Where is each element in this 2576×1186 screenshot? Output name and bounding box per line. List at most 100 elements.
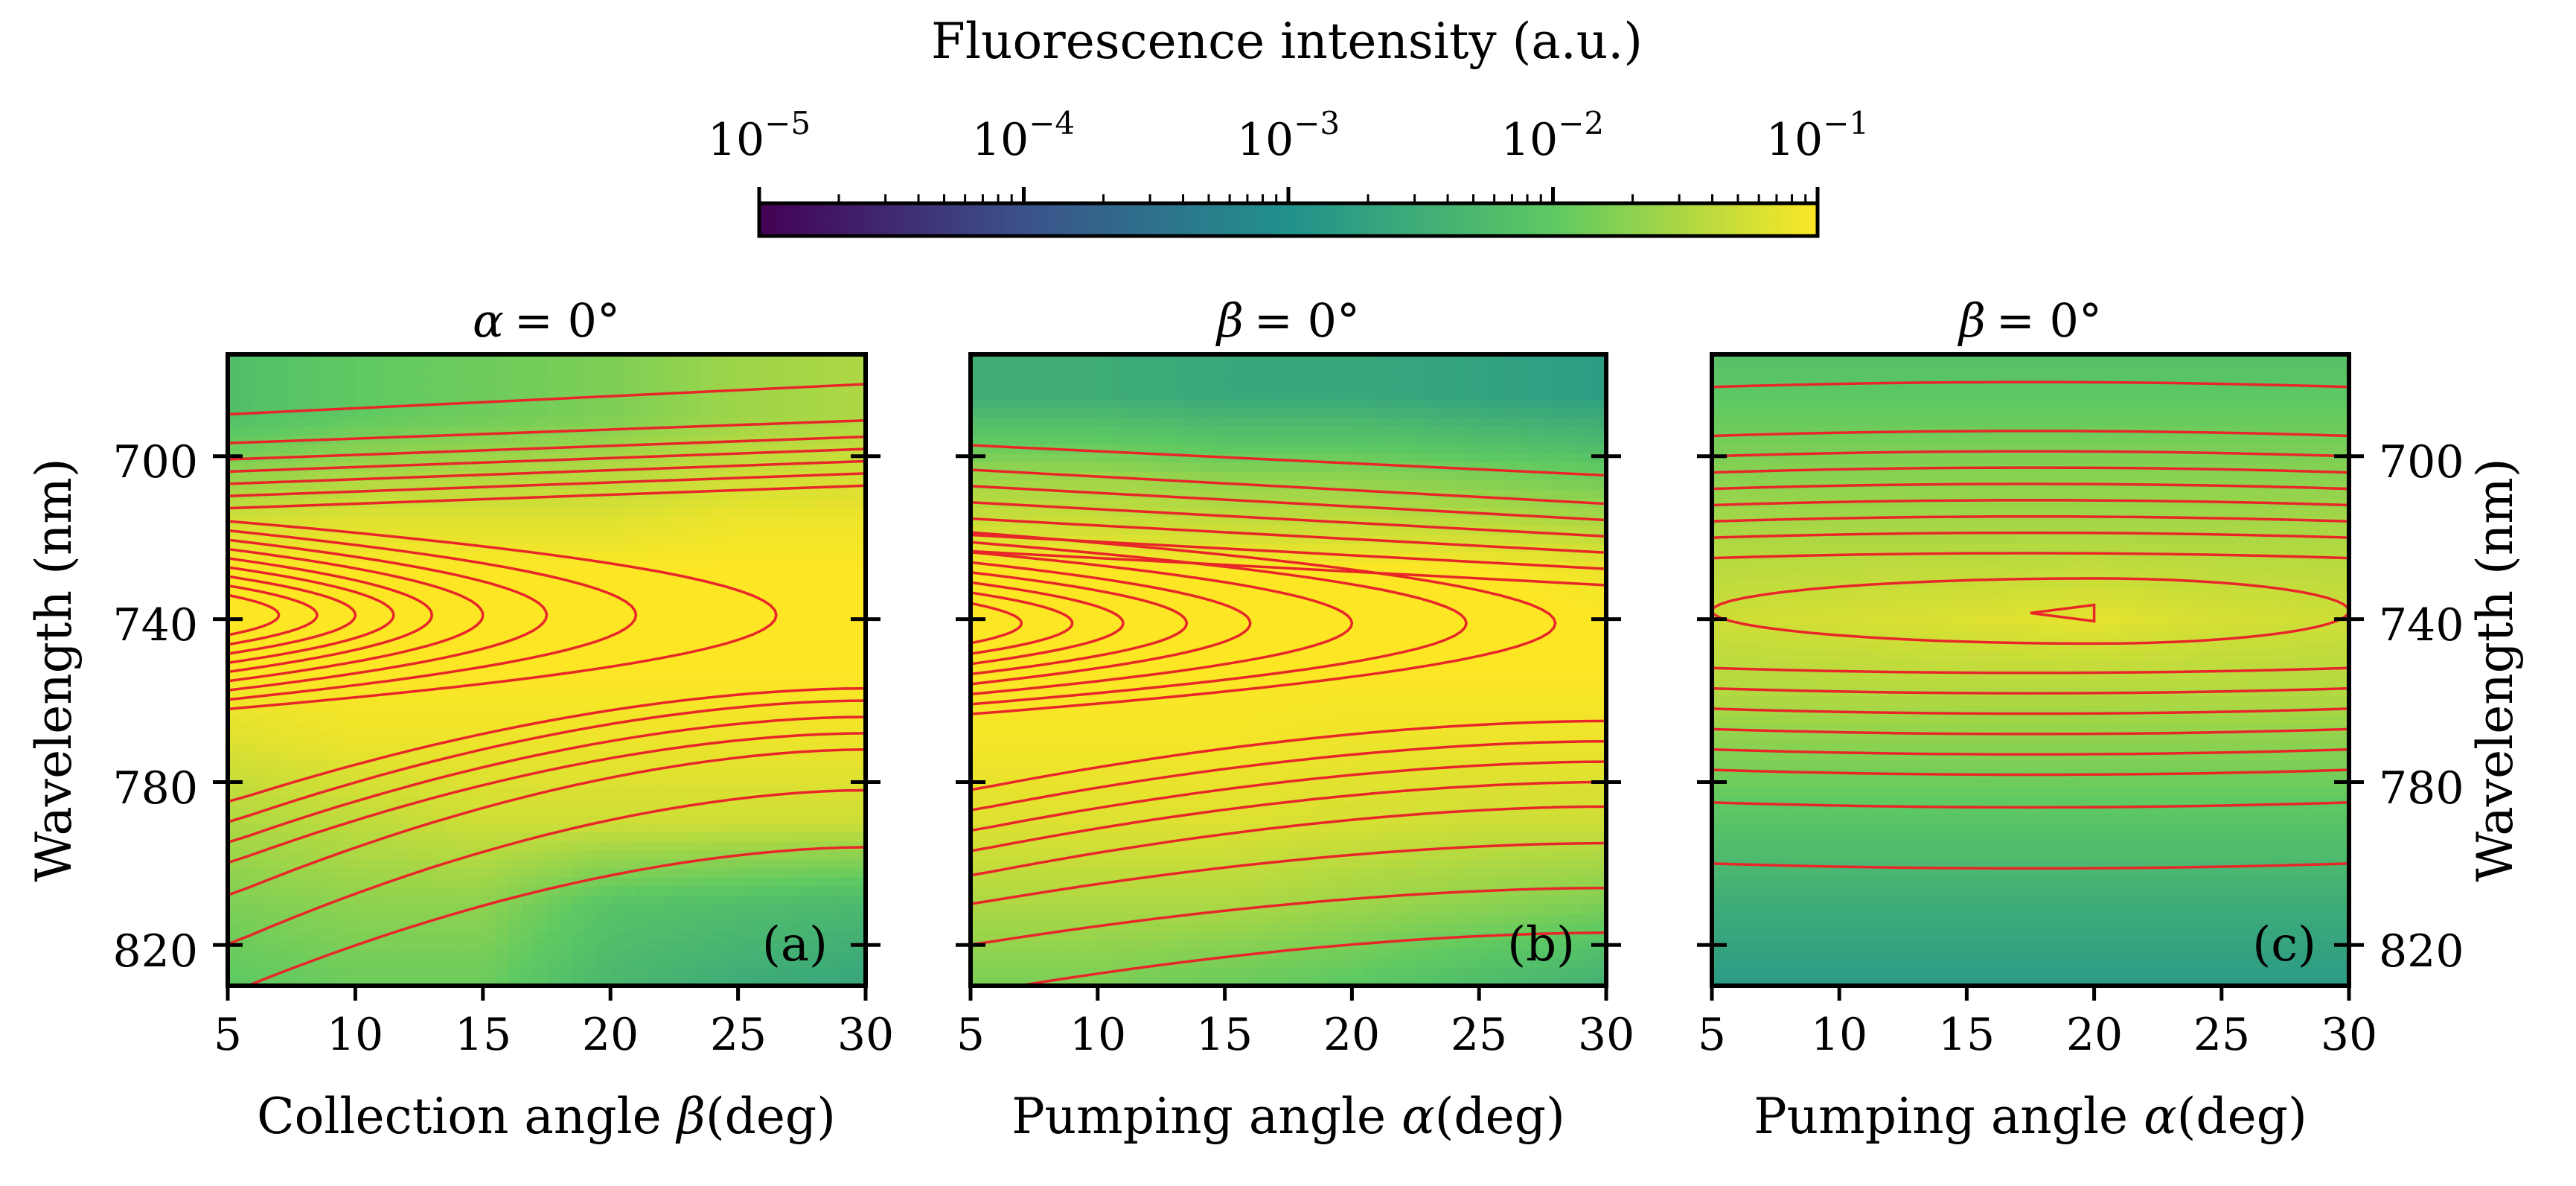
heatmap-cell	[546, 850, 560, 861]
heatmap-cell	[304, 751, 319, 762]
heatmap-cell	[584, 733, 599, 744]
heatmap-cell	[457, 517, 471, 527]
heatmap-cell	[661, 850, 676, 861]
contour-line	[228, 447, 866, 474]
heatmap-cell	[291, 399, 306, 409]
heatmap-cell	[482, 796, 497, 806]
heatmap-cell	[687, 670, 701, 680]
heatmap-cell	[776, 561, 790, 572]
heatmap-cell	[814, 489, 828, 500]
heatmap-cell	[814, 760, 828, 771]
heatmap-cell	[763, 498, 778, 509]
heatmap-cell	[852, 931, 866, 942]
heatmap-cell	[482, 976, 497, 986]
heatmap-cell	[1110, 859, 1125, 870]
heatmap-cell	[330, 354, 344, 365]
heatmap-cell	[559, 859, 573, 870]
heatmap-cell	[763, 598, 778, 608]
heatmap-cell	[996, 760, 1010, 771]
heatmap-cell	[457, 417, 471, 428]
heatmap-cell	[432, 949, 446, 960]
heatmap-cell	[1072, 877, 1086, 887]
heatmap-cell	[674, 841, 688, 852]
heatmap-cell	[330, 426, 344, 437]
heatmap-cell	[1110, 931, 1125, 942]
heatmap-cell	[1072, 715, 1086, 725]
heatmap-cell	[355, 823, 369, 834]
heatmap-cell	[1161, 724, 1175, 734]
heatmap-cell	[852, 814, 866, 825]
heatmap-cell	[266, 859, 280, 870]
heatmap-cell	[1212, 453, 1226, 464]
heatmap-cell	[495, 507, 510, 518]
heatmap-cell	[228, 922, 242, 933]
heatmap-cell	[266, 526, 280, 536]
heatmap-cell	[827, 651, 841, 663]
heatmap-cell	[623, 579, 637, 590]
heatmap-cell	[763, 507, 778, 518]
heatmap-cell	[1199, 922, 1213, 933]
heatmap-cell	[330, 859, 344, 870]
heatmap-cell	[1009, 489, 1023, 500]
heatmap-cell	[521, 363, 535, 374]
heatmap-cell	[470, 832, 484, 843]
heatmap-cell	[636, 526, 650, 536]
heatmap-cell	[971, 354, 985, 365]
heatmap-cell	[546, 931, 560, 942]
heatmap-cell	[1046, 715, 1061, 725]
heatmap-cell	[814, 552, 828, 563]
heatmap-cell	[750, 814, 765, 825]
heatmap-cell	[661, 498, 676, 509]
heatmap-cell	[1122, 354, 1137, 365]
heatmap-cell	[521, 931, 535, 942]
heatmap-cell	[278, 354, 293, 365]
heatmap-cell	[1199, 760, 1213, 771]
heatmap-cell	[802, 579, 816, 590]
heatmap-cell	[316, 363, 331, 374]
heatmap-cell	[712, 399, 726, 409]
heatmap-cell	[674, 408, 688, 418]
heatmap-cell	[1186, 760, 1201, 771]
heatmap-cell	[368, 381, 382, 392]
heatmap-cell	[304, 381, 319, 392]
heatmap-cell	[1161, 976, 1175, 986]
heatmap-cell	[802, 742, 816, 753]
heatmap-cell	[814, 498, 828, 509]
heatmap-cell	[1021, 949, 1035, 960]
heatmap-cell	[840, 688, 854, 698]
heatmap-cell	[763, 859, 778, 870]
heatmap-cell	[610, 904, 624, 915]
heatmap-cell	[623, 643, 637, 653]
heatmap-cell	[814, 832, 828, 843]
heatmap-cell	[1186, 535, 1201, 545]
heatmap-cell	[712, 598, 726, 608]
heatmap-cell	[495, 823, 510, 834]
heatmap-cell	[971, 760, 985, 771]
heatmap-cell	[1136, 742, 1150, 753]
heatmap-cell	[700, 976, 714, 986]
heatmap-cell	[700, 751, 714, 762]
heatmap-cell	[419, 769, 433, 779]
heatmap-cell	[1136, 616, 1150, 626]
heatmap-cell	[240, 796, 255, 806]
heatmap-cell	[840, 724, 854, 734]
heatmap-cell	[1097, 868, 1112, 879]
heatmap-cell	[1021, 877, 1035, 887]
heatmap-cell	[776, 507, 790, 518]
heatmap-cell	[712, 967, 726, 978]
heatmap-cell	[1136, 688, 1150, 698]
heatmap-cell	[661, 967, 676, 978]
heatmap-cell	[623, 399, 637, 409]
heatmap-cell	[584, 625, 599, 635]
heatmap-cell	[1136, 625, 1150, 635]
heatmap-cell	[572, 805, 587, 816]
heatmap-cell	[495, 904, 510, 915]
heatmap-cell	[1161, 841, 1175, 852]
heatmap-cell	[971, 796, 985, 806]
heatmap-cell	[687, 561, 701, 572]
heatmap-cell	[1097, 399, 1112, 409]
heatmap-cell	[316, 877, 331, 887]
heatmap-cell	[814, 724, 828, 734]
heatmap-cell	[1122, 634, 1137, 644]
heatmap-cell	[623, 462, 637, 473]
